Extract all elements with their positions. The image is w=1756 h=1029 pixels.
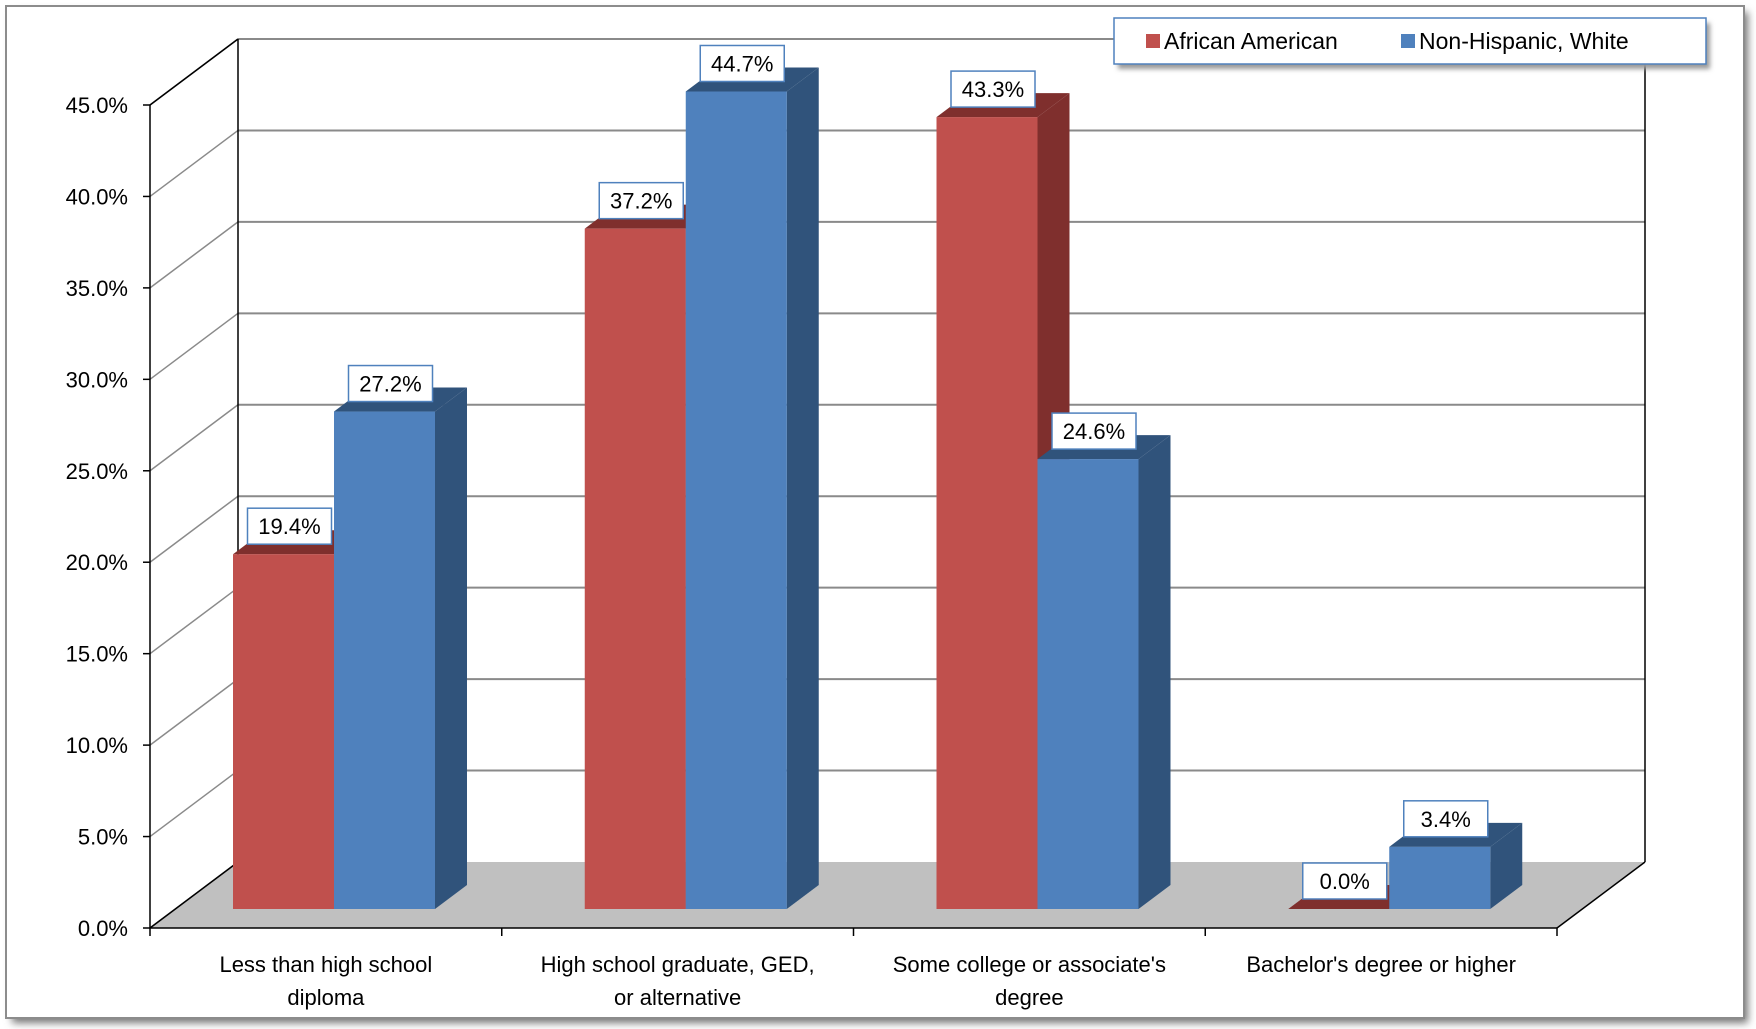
bar-non-hispanic-white — [685, 67, 819, 909]
side-gridline — [149, 587, 239, 655]
floor-left-edge — [149, 861, 239, 929]
data-label-text: 37.2% — [610, 189, 672, 214]
data-label-text: 44.7% — [711, 51, 773, 76]
chart-floor — [150, 862, 1645, 928]
bar-side-face — [1138, 435, 1171, 909]
data-label-text: 3.4% — [1421, 807, 1471, 832]
y-tick-label: 10.0% — [66, 733, 128, 758]
data-label-box — [598, 181, 684, 220]
y-tick-label: 45.0% — [66, 93, 128, 118]
bar-front-face — [334, 411, 435, 909]
data-label-box — [950, 70, 1036, 108]
bar-side-face — [1490, 822, 1523, 909]
y-tick-label: 15.0% — [66, 642, 128, 667]
bar-front-face — [1037, 459, 1139, 909]
side-gridline — [149, 678, 239, 746]
y-tick-label: 25.0% — [66, 459, 128, 484]
bar-front-face — [233, 554, 334, 909]
data-label-text: 27.2% — [359, 372, 421, 397]
bar-front-face — [936, 117, 1038, 909]
legend-swatch — [1146, 34, 1160, 48]
data-label: 3.4% — [1403, 800, 1489, 838]
data-label-box — [1051, 412, 1137, 450]
data-label: 37.2% — [598, 181, 684, 220]
bar-side-face — [435, 387, 467, 909]
bar-non-hispanic-white — [1037, 435, 1171, 909]
data-label: 27.2% — [347, 364, 434, 403]
side-gridline — [149, 129, 239, 198]
side-gridline — [149, 404, 239, 472]
floor-right-edge — [1556, 861, 1646, 929]
bar-front-face — [685, 91, 787, 909]
x-category-label: Less than high school diploma — [219, 952, 432, 1010]
legend-item: African American — [1146, 28, 1338, 54]
side-wall-top-edge — [149, 38, 239, 106]
x-category-label: Bachelor's degree or higher — [1246, 952, 1516, 977]
data-label-box — [246, 507, 333, 545]
data-label-box — [1403, 800, 1489, 838]
bar-side-face — [786, 67, 819, 909]
x-category-label-line: degree — [995, 985, 1064, 1010]
x-category-label-line: Bachelor's degree or higher — [1246, 952, 1516, 977]
y-tick-label: 40.0% — [66, 184, 128, 209]
x-category-label-line: diploma — [287, 985, 365, 1010]
side-gridline — [149, 769, 239, 838]
data-label: 19.4% — [246, 507, 333, 545]
y-tick-label: 35.0% — [66, 276, 128, 301]
data-label-box — [699, 44, 785, 83]
legend-swatch — [1401, 34, 1415, 48]
legend-label: African American — [1164, 28, 1338, 54]
data-label-text: 19.4% — [258, 514, 320, 539]
bar-front-face — [584, 228, 686, 910]
legend: African American Non-Hispanic, White — [1113, 17, 1707, 65]
data-label: 0.0% — [1302, 862, 1388, 900]
y-tick-label: 30.0% — [66, 367, 128, 392]
side-gridline — [149, 495, 239, 563]
data-label-text: 43.3% — [962, 77, 1024, 102]
bar-non-hispanic-white — [334, 387, 467, 909]
y-tick-label: 5.0% — [78, 825, 128, 850]
bar-front-face — [1389, 846, 1491, 909]
data-label-text: 0.0% — [1320, 869, 1370, 894]
x-category-label-line: Some college or associate's — [893, 952, 1166, 977]
legend-item: Non-Hispanic, White — [1401, 28, 1629, 54]
data-label-box — [1302, 862, 1388, 900]
side-gridline — [149, 221, 239, 289]
x-category-label-line: High school graduate, GED, — [541, 952, 815, 977]
data-label: 43.3% — [950, 70, 1036, 108]
data-label-box — [347, 364, 434, 403]
x-category-label: High school graduate, GED, or alternative — [541, 952, 815, 1010]
data-label-text: 24.6% — [1063, 419, 1125, 444]
x-category-label-line: or alternative — [614, 985, 741, 1010]
y-tick-label: 20.0% — [66, 550, 128, 575]
side-gridline — [149, 312, 239, 380]
data-label: 24.6% — [1051, 412, 1137, 450]
y-tick-label: 0.0% — [78, 916, 128, 941]
x-category-label-line: Less than high school — [219, 952, 432, 977]
legend-label: Non-Hispanic, White — [1419, 28, 1629, 54]
x-category-label: Some college or associate's degree — [893, 952, 1166, 1010]
data-label: 44.7% — [699, 44, 785, 83]
